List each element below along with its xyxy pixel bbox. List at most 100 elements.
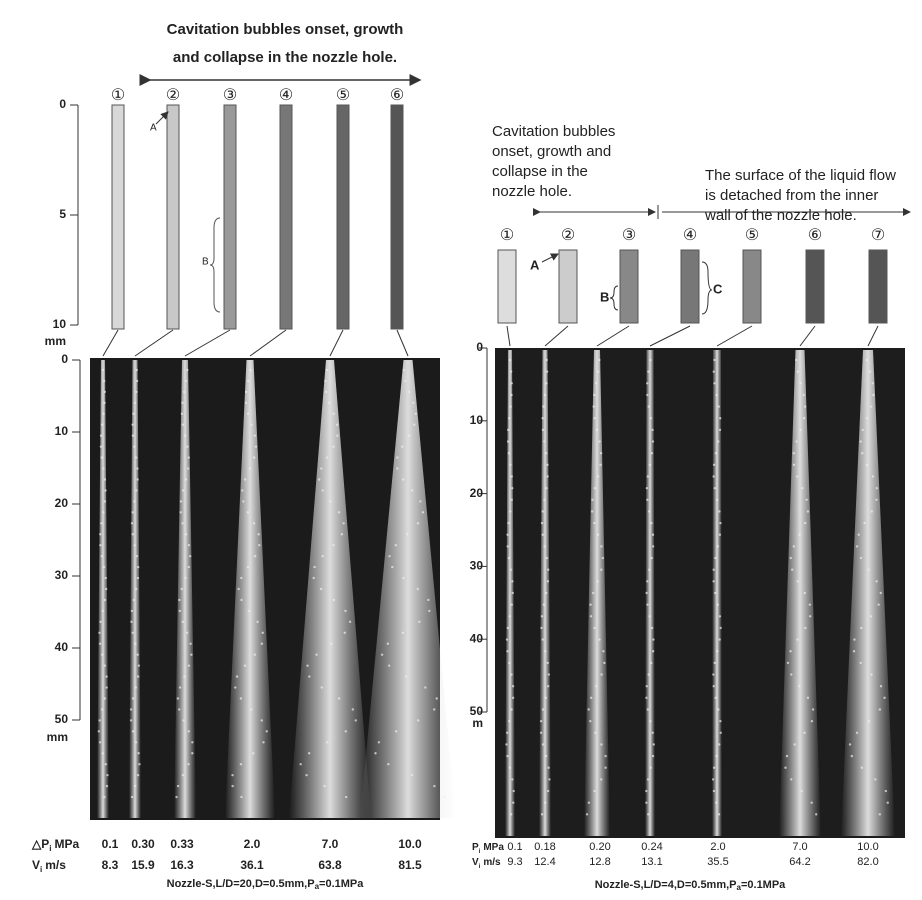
bubble: [99, 445, 103, 448]
bubble: [712, 766, 716, 769]
bubble: [180, 587, 183, 591]
marker-a: A: [150, 123, 157, 134]
connector: [649, 325, 691, 347]
bubble: [803, 591, 806, 595]
bubble: [860, 766, 864, 769]
bubble: [130, 522, 134, 525]
bubble: [801, 486, 804, 490]
bubble: [718, 428, 722, 432]
bubble: [320, 686, 323, 689]
bubble: [413, 423, 416, 426]
bubble: [249, 368, 252, 372]
bubble: [861, 428, 864, 432]
marker-brace: [209, 217, 221, 313]
bubble: [863, 521, 866, 525]
velocity-value: 8.3: [102, 858, 119, 872]
bubble: [870, 510, 873, 513]
bubble: [135, 368, 138, 372]
bubble: [104, 587, 108, 591]
bubble: [509, 370, 513, 373]
bubble: [712, 475, 715, 478]
spray-jet: [129, 360, 141, 818]
bubble: [810, 719, 814, 723]
bubble: [377, 741, 381, 744]
nozzle-photo: [223, 104, 237, 330]
bubble: [419, 500, 422, 503]
bubble: [646, 778, 650, 781]
bubble: [179, 500, 183, 503]
caption-sub: a: [315, 882, 320, 891]
bubble: [396, 456, 399, 459]
bubble: [318, 478, 321, 481]
bubble: [184, 533, 188, 536]
connector: [102, 329, 119, 357]
bubble: [130, 795, 134, 799]
bubble: [546, 463, 549, 467]
scale-label: 0: [476, 340, 483, 354]
bubble: [336, 434, 339, 437]
connector: [134, 329, 174, 357]
bubble: [879, 591, 882, 595]
bubble: [315, 653, 318, 656]
bubble: [647, 405, 651, 408]
bubble: [416, 522, 420, 525]
bubble: [321, 489, 324, 492]
bubble: [181, 401, 184, 405]
bubble: [387, 664, 391, 667]
bubble: [260, 642, 264, 645]
spray-jet: [712, 350, 722, 836]
hole-number: ⑥: [390, 87, 404, 104]
velocity-value: 63.8: [318, 858, 342, 872]
bubble: [416, 587, 420, 591]
bubble: [792, 545, 796, 548]
pressure-label-sub: i: [49, 844, 51, 853]
bubble: [242, 500, 245, 503]
nozzle-photo: [390, 104, 404, 330]
hole-number: ⑤: [745, 227, 759, 244]
bubble: [645, 685, 648, 688]
bubble: [541, 533, 544, 536]
bubble: [103, 697, 107, 700]
bubble: [254, 445, 258, 448]
bubble: [878, 813, 881, 816]
header-text: The surface of the liquid flow: [705, 167, 896, 184]
caption-main: Nozzle-S,L/D=4,D=0.5mm,P: [595, 879, 737, 891]
bubble: [133, 784, 137, 788]
bubble: [651, 754, 655, 758]
bubble: [374, 752, 377, 755]
bubble: [541, 708, 545, 711]
bubble: [99, 544, 102, 547]
bubble: [98, 631, 101, 634]
bubble: [716, 545, 720, 548]
bubble: [886, 801, 889, 804]
nozzle-photo: [336, 104, 350, 330]
bubble: [715, 393, 718, 397]
bubble: [136, 675, 140, 678]
bubble: [418, 620, 421, 624]
bubble: [253, 434, 257, 437]
bubble: [541, 510, 544, 513]
bubble: [540, 615, 544, 618]
connector: [249, 329, 287, 357]
bubble: [401, 445, 404, 448]
bubble: [328, 401, 331, 405]
bubble: [103, 598, 107, 602]
bubble: [543, 498, 546, 501]
bubble: [874, 778, 877, 781]
bubble: [601, 556, 605, 560]
bubble: [545, 591, 548, 595]
bubble: [848, 743, 852, 746]
bubble: [589, 696, 593, 700]
bubble: [243, 478, 247, 481]
bubble: [510, 673, 513, 676]
bubble: [421, 511, 425, 514]
bubble: [99, 434, 103, 437]
bubble: [811, 708, 815, 711]
bubble: [802, 393, 805, 397]
bubble: [647, 370, 650, 373]
hole-number: ③: [223, 87, 237, 104]
bubble: [506, 545, 509, 548]
bubble: [859, 661, 862, 665]
bubble: [241, 489, 244, 492]
bubble: [97, 730, 101, 733]
